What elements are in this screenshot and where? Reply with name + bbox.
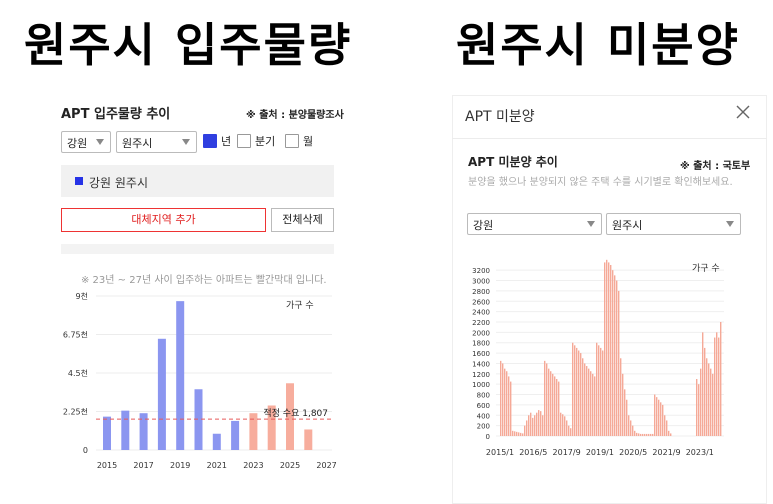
y-tick-label: 4.5천 (68, 368, 88, 378)
month-label: 월 (303, 135, 314, 148)
bar (304, 429, 313, 450)
supply-source: ※ 출처 : 분양물량조사 (246, 110, 344, 121)
y-tick-label: 2.25천 (63, 407, 88, 417)
y-tick-label: 0 (83, 446, 88, 455)
region-select-value: 강원 (67, 137, 88, 150)
bar (249, 413, 258, 450)
unsold-description: 분양을 했으나 분양되지 않은 주택 수를 시기별로 확인해보세요. (468, 177, 733, 188)
left-big-title: 원주시 입주물량 (24, 18, 353, 72)
x-tick-label: 2023 (243, 461, 263, 470)
bar (139, 413, 148, 450)
selected-region-label: 강원 원주시 (89, 176, 149, 190)
reference-line-label: 적정 수요 1,807 (263, 407, 328, 419)
city-select-value: 원주시 (122, 137, 153, 150)
unsold-panel-header: APT 미분양 (465, 109, 535, 125)
period-quarter-option[interactable]: 분기 (237, 133, 275, 149)
unsold-chart-title: APT 미분양 추이 (468, 155, 558, 169)
right-big-title: 원주시 미분양 (456, 18, 740, 72)
year-checkbox[interactable] (203, 134, 217, 148)
bar (157, 338, 166, 450)
series-color-swatch (75, 177, 83, 185)
unsold-source: ※ 출처 : 국토부 (680, 161, 751, 172)
unsold-region-value: 강원 (473, 219, 494, 232)
selected-region-row: 강원 원주시 (61, 165, 334, 197)
x-tick-label: 2025 (280, 461, 300, 470)
city-select[interactable]: 원주시 (116, 131, 197, 153)
delete-all-button[interactable]: 전체삭제 (271, 208, 334, 232)
chevron-down-icon (96, 139, 104, 145)
bar (286, 383, 294, 450)
bar (231, 420, 240, 450)
add-region-button[interactable]: 대체지역 추가 (61, 208, 266, 232)
bar (212, 433, 221, 450)
bar (194, 389, 203, 450)
region-select[interactable]: 강원 (61, 131, 111, 153)
bar (176, 301, 185, 450)
month-checkbox[interactable] (285, 134, 299, 148)
period-year-option[interactable]: 년 (203, 133, 231, 149)
chevron-down-icon (726, 221, 734, 227)
year-label: 년 (221, 135, 232, 148)
x-tick-label: 2021 (207, 461, 227, 470)
x-tick-label: 2017 (133, 461, 153, 470)
unsold-region-select[interactable]: 강원 (467, 213, 602, 235)
chevron-down-icon (182, 139, 190, 145)
y-axis-unit-label: 가구 수 (286, 300, 314, 311)
bar (121, 410, 130, 450)
bar (267, 405, 276, 450)
x-tick-label: 2027 (316, 461, 336, 470)
quarter-label: 분기 (255, 135, 276, 148)
chevron-down-icon (587, 221, 595, 227)
x-tick-label: 2019 (170, 461, 190, 470)
y-tick-label: 6.75천 (63, 330, 88, 340)
supply-panel-title: APT 입주물량 추이 (61, 107, 171, 122)
y-tick-label: 9천 (76, 291, 88, 301)
x-tick-label: 2015 (97, 461, 117, 470)
header-divider (452, 138, 767, 139)
chart-note: ※ 23년 ~ 27년 사이 입주하는 아파트는 빨간막대 입니다. (81, 275, 327, 286)
divider-band (61, 244, 334, 254)
close-icon[interactable] (734, 103, 752, 121)
unsold-city-value: 원주시 (612, 219, 643, 232)
unsold-city-select[interactable]: 원주시 (606, 213, 741, 235)
quarter-checkbox[interactable] (237, 134, 251, 148)
period-month-option[interactable]: 월 (285, 133, 313, 149)
bar (103, 416, 111, 450)
